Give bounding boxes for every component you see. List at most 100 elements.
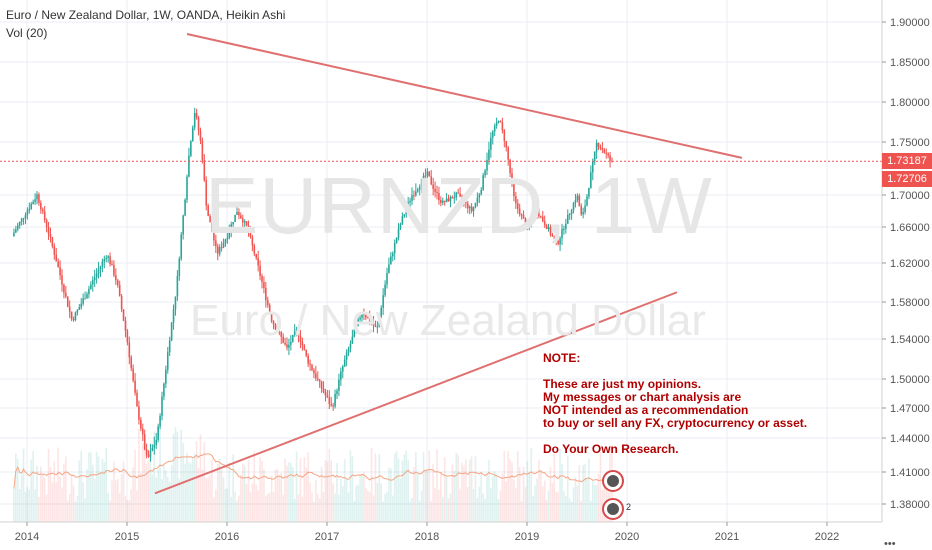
volume-bar	[538, 459, 540, 522]
candle-body	[316, 378, 319, 380]
candle-body	[445, 198, 448, 202]
candle-body	[326, 395, 329, 398]
candle-body	[388, 264, 390, 273]
candle-body	[97, 269, 100, 274]
candle-body	[332, 405, 334, 407]
volume-bars	[13, 427, 613, 522]
volume-bar	[353, 501, 356, 522]
candle-body	[365, 315, 367, 318]
volume-bar	[334, 493, 336, 522]
price-tick-label: 1.38000	[890, 499, 930, 511]
candle-body	[78, 307, 81, 310]
candle-body	[138, 406, 140, 420]
volume-bar	[490, 488, 492, 522]
volume-bar	[309, 482, 311, 522]
volume-bar	[580, 500, 583, 522]
candle-body	[588, 187, 590, 197]
candle-body	[478, 194, 481, 198]
candle-body	[359, 317, 361, 320]
volume-bar	[338, 494, 340, 522]
volume-bar	[278, 474, 281, 522]
note-annotation[interactable]: NOTE: These are just my opinions. My mes…	[543, 352, 807, 456]
price-tick-label: 1.90000	[890, 17, 930, 29]
candle-body	[476, 197, 479, 203]
candle-body	[288, 344, 290, 348]
volume-bar	[390, 468, 392, 522]
volume-bar	[165, 470, 167, 522]
volume-bar	[393, 453, 396, 522]
watermark-name: Euro / New Zealand Dollar	[190, 296, 707, 345]
candle-body	[484, 170, 486, 176]
candle-body	[401, 216, 404, 225]
volume-bar	[476, 498, 479, 522]
volume-bar	[247, 459, 250, 522]
candle-body	[236, 211, 238, 215]
candle-body	[230, 224, 233, 232]
candle-body	[261, 275, 263, 283]
candle-body	[609, 155, 611, 161]
volume-bar	[565, 496, 567, 522]
candle-body	[166, 352, 169, 370]
price-tick-label: 1.66000	[890, 222, 930, 234]
candle-body	[165, 369, 167, 384]
volume-bar	[388, 467, 390, 522]
candle-body	[511, 173, 513, 183]
candle-body	[168, 340, 171, 353]
candle-body	[516, 203, 519, 209]
note-line: NOT intended as a recommendation	[543, 403, 749, 417]
volume-bar	[15, 453, 17, 522]
volume-bar	[68, 493, 71, 522]
candle-body	[436, 191, 438, 194]
time-tick-label: 2016	[215, 531, 239, 543]
volume-bar	[332, 483, 334, 522]
volume-indicator-label[interactable]: Vol (20)	[6, 26, 48, 40]
volume-bar	[378, 453, 381, 522]
idea-badge-avatar[interactable]	[602, 470, 624, 492]
candle-body	[303, 345, 306, 350]
volume-bar	[526, 460, 529, 522]
candle-body	[307, 355, 309, 364]
volume-bar	[124, 496, 127, 522]
candle-body	[540, 216, 542, 218]
volume-bar	[549, 466, 552, 522]
volume-bar	[361, 474, 363, 522]
more-options-button[interactable]: •••	[884, 538, 896, 550]
candle-body	[522, 215, 525, 219]
symbol-title[interactable]: Euro / New Zealand Dollar, 1W, OANDA, He…	[6, 8, 286, 22]
volume-bar	[295, 451, 298, 522]
candle-body	[597, 143, 600, 147]
volume-bar	[105, 447, 108, 522]
price-tick-label: 1.41000	[890, 467, 930, 479]
volume-bar	[36, 466, 38, 522]
idea-badge-avatar-group[interactable]: 2	[602, 498, 631, 520]
candle-body	[528, 222, 531, 225]
volume-bar	[570, 501, 573, 522]
candle-body	[143, 434, 146, 450]
volume-bar	[266, 493, 269, 522]
candle-body	[268, 305, 271, 313]
volume-bar	[316, 493, 319, 522]
time-tick-label: 2020	[615, 531, 639, 543]
time-tick-label: 2022	[815, 531, 839, 543]
candle-body	[411, 195, 413, 201]
candle-body	[90, 284, 92, 289]
volume-bar	[82, 482, 84, 522]
volume-bar	[530, 448, 533, 522]
volume-bar	[416, 473, 419, 522]
volume-bar	[449, 493, 452, 522]
volume-bar	[451, 464, 454, 522]
volume-bar	[49, 466, 52, 522]
candle-body	[263, 282, 265, 289]
volume-bar	[30, 459, 33, 522]
candle-body	[140, 419, 142, 429]
volume-bar	[86, 468, 88, 522]
volume-bar	[366, 490, 369, 522]
candle-body	[113, 265, 115, 276]
candle-body	[559, 238, 561, 245]
candle-body	[380, 307, 383, 317]
candle-body	[474, 202, 477, 208]
candle-body	[59, 266, 61, 276]
candle-body	[455, 192, 458, 198]
volume-bar	[422, 452, 425, 522]
